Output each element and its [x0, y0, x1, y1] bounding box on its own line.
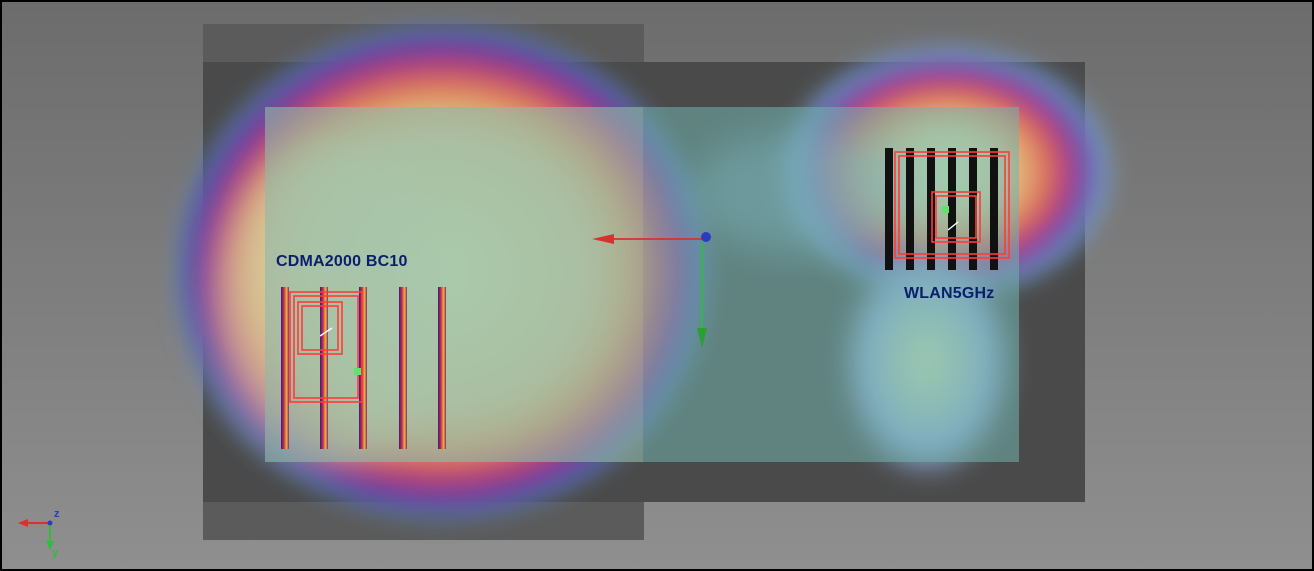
pcb-board — [265, 107, 1019, 462]
axis-triad-graphic — [18, 519, 54, 550]
axis-triad-z-label: z — [54, 508, 60, 520]
center-axes — [592, 232, 711, 348]
antenna-label-cdma2000-bc10: CDMA2000 BC10 — [276, 253, 408, 270]
antenna-label-wlan5ghz: WLAN5GHz — [904, 285, 995, 302]
antenna-wlan-structure — [885, 148, 1010, 270]
axis-triad-y-label: y — [52, 547, 59, 559]
antenna-cdma-structure — [281, 287, 446, 449]
